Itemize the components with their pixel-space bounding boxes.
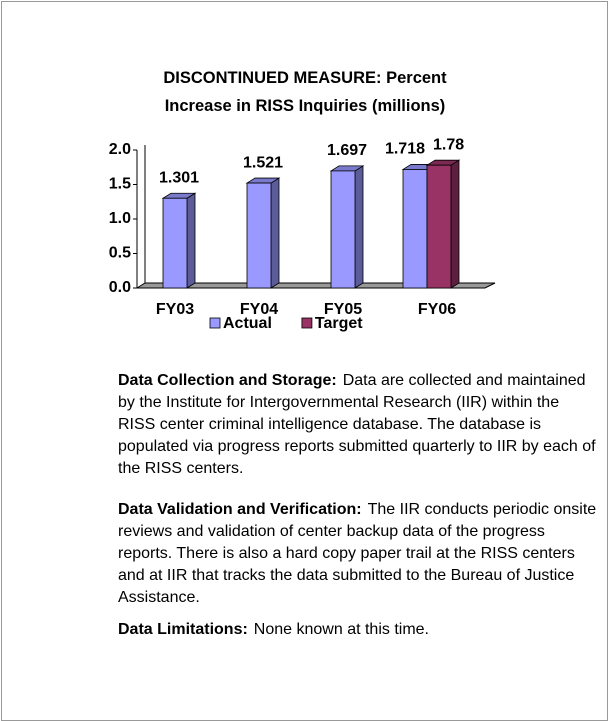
x-tick-label: FY05 [324, 301, 362, 318]
section-heading: Data Validation and Verification: [118, 501, 362, 518]
chart-title: DISCONTINUED MEASURE: Percent Increase i… [163, 69, 447, 115]
section: Data Collection and Storage: Data are col… [118, 370, 600, 480]
chart: 0.0 0.5 1.0 1.5 2.0 FY03 1.301 FY04 1.521 FY05 1.6… [109, 136, 496, 332]
section-heading: Data Collection and Storage: [118, 372, 337, 389]
x-tick-label: FY03 [156, 301, 194, 318]
value-label: 1.521 [243, 154, 283, 171]
y-tick-label: 1.5 [109, 176, 131, 193]
y-tick-label: 1.0 [109, 210, 131, 227]
bar [426, 164, 452, 289]
legend-label: Actual [223, 315, 272, 332]
bar-side [186, 192, 196, 289]
y-tick-label: 0.0 [109, 279, 131, 296]
bar-side [354, 165, 364, 289]
section-heading: Data Limitations: [118, 621, 248, 638]
y-tick-label: 2.0 [109, 141, 131, 158]
bar-side [450, 159, 460, 289]
value-label: 1.697 [327, 142, 367, 159]
x-tick-label: FY04 [240, 301, 278, 318]
legend-swatch [209, 317, 221, 329]
bar [162, 197, 188, 289]
legend-label: Target [315, 315, 363, 332]
bar-side [270, 177, 280, 289]
bar [402, 169, 428, 289]
legend-swatch [301, 317, 313, 329]
value-label: 1.718 [385, 141, 425, 158]
section: Data Validation and Verification: The IIR… [118, 499, 600, 609]
value-label: 1.78 [433, 136, 464, 153]
y-tick-label: 0.5 [109, 245, 131, 262]
section-text: Data are collected and maintained by the… [118, 372, 596, 477]
x-tick-label: FY06 [418, 301, 456, 318]
section-text: The IIR conducts periodic onsite reviews… [118, 501, 597, 606]
bar [330, 170, 356, 289]
section: Data Limitations: None known at this time… [118, 619, 600, 641]
bar [246, 182, 272, 289]
section-text: None known at this time. [253, 621, 429, 638]
value-label: 1.301 [159, 169, 199, 186]
